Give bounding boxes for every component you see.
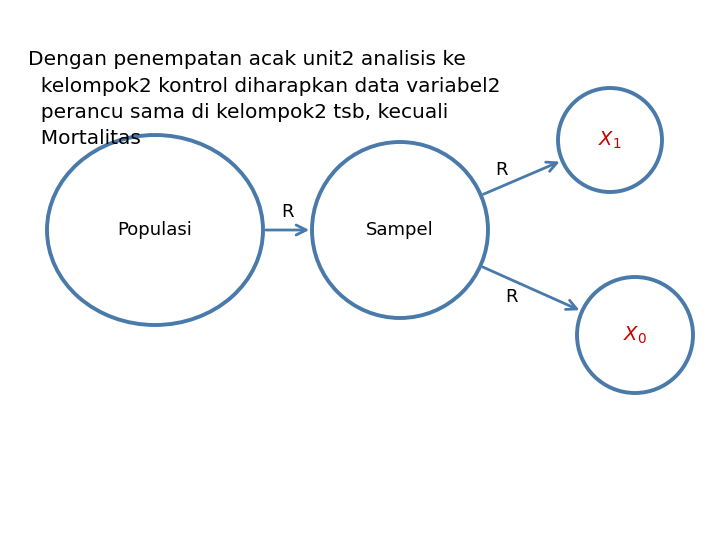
Text: R: R: [282, 203, 294, 221]
Text: Dengan penempatan acak unit2 analisis ke
  kelompok2 kontrol diharapkan data var: Dengan penempatan acak unit2 analisis ke…: [28, 50, 500, 148]
Text: R: R: [505, 288, 518, 306]
Text: $X_1$: $X_1$: [598, 130, 622, 151]
Text: R: R: [495, 161, 508, 179]
Text: $X_0$: $X_0$: [623, 325, 647, 346]
Text: Sampel: Sampel: [366, 221, 434, 239]
Text: Populasi: Populasi: [117, 221, 192, 239]
